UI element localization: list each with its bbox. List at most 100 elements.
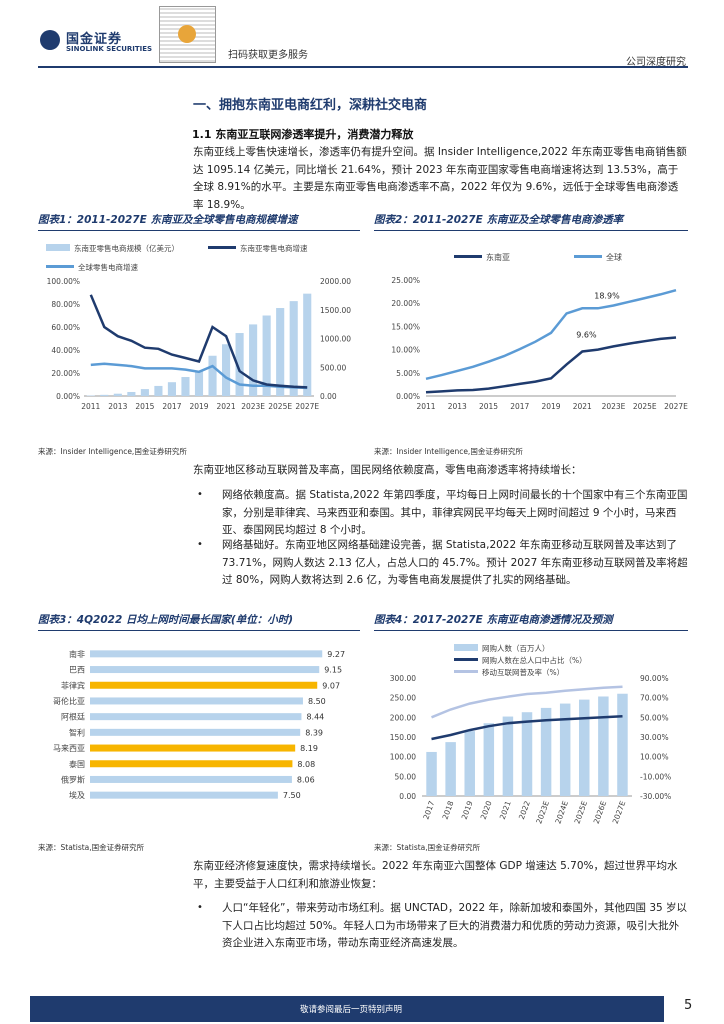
x-tick-label: 2022 — [517, 799, 532, 820]
x-tick-label: 2026E — [592, 799, 609, 825]
x-tick-label: 2027E — [611, 799, 628, 825]
x-tick-label: 2015 — [479, 402, 498, 411]
section-title: 一、拥抱东南亚电商红利，深耕社交电商 — [193, 98, 428, 113]
bar — [222, 344, 231, 396]
logo-mark-icon — [40, 30, 60, 50]
bar — [235, 333, 244, 396]
bar — [90, 760, 293, 768]
bar — [100, 394, 109, 396]
paragraph: 东南亚线上零售快速增长，渗透率仍有提升空间。据 Insider Intellig… — [193, 146, 687, 211]
y-tick-label: 80.00% — [51, 300, 80, 309]
data-label: 9.27 — [327, 650, 345, 659]
chart-fig4: 网购人数（百万人） 网购人数在总人口中占比（%） 移动互联网普及率（%） 0.0… — [390, 643, 672, 825]
paragraph: 东南亚经济修复速度快，需求持续增长。2022 年东南亚六国整体 GDP 增速达 … — [193, 860, 678, 890]
chart-fig1: 东南亚零售电商规模（亿美元） 东南亚零售电商增速 全球零售电商增速 0.00%2… — [46, 243, 351, 411]
bar — [540, 707, 552, 796]
chart-fig2: 东南亚 全球 0.00% 5.00% 10.00% 15.00% 20.00% 25.00… — [391, 252, 688, 411]
y-tick-label: 40.00% — [51, 346, 80, 355]
qr-code-icon[interactable] — [159, 6, 216, 63]
y-tick-label: 10.00% — [640, 753, 669, 762]
x-tick-label: 2024E — [553, 799, 570, 825]
x-tick-label: 2020 — [479, 799, 494, 820]
legend-label: 移动互联网普及率（%） — [482, 667, 564, 677]
x-tick-label: 2017 — [421, 799, 436, 820]
data-label: 9.07 — [322, 681, 340, 690]
bar — [289, 301, 298, 396]
category-label: 巴西 — [69, 666, 85, 675]
page-number: 5 — [684, 998, 693, 1013]
category-label: 马来西亚 — [53, 744, 85, 753]
chart-fig3: 南非 9.27 巴西 9.15 菲律宾 9.07 哥伦比亚 8.50 阿根廷 8.44 智利 8.39… — [53, 649, 345, 800]
bar — [559, 703, 571, 796]
bullet-text: 人口“年轻化”，带来劳动市场红利。据 UNCTAD，2022 年，除新加坡和泰国… — [222, 902, 688, 949]
x-tick-label: 2015 — [135, 402, 154, 411]
bar — [483, 723, 495, 796]
bullet-text: 网络依赖度高。据 Statista,2022 年第四季度，平均每日上网时间最长的… — [222, 489, 688, 536]
category-label: 阿根廷 — [61, 712, 85, 722]
y-tick-label: 25.00% — [391, 276, 420, 285]
y-tick-label: 0.00 — [399, 792, 416, 801]
x-tick-label: 2027E — [295, 402, 319, 411]
y-tick-label: 100.00% — [47, 277, 80, 286]
y-tick-label: 0.00% — [56, 392, 80, 401]
y-tick-label: 250.00 — [390, 694, 416, 703]
bar — [426, 751, 437, 796]
figure-title-2: 图表2：2011-2027E 东南亚及全球零售电商渗透率 — [374, 212, 688, 231]
bar — [598, 696, 609, 796]
bullet-icon: • — [197, 539, 203, 550]
bar — [90, 713, 302, 721]
legend-label: 东南亚零售电商规模（亿美元） — [74, 243, 179, 253]
data-label: 8.08 — [297, 760, 315, 769]
y-tick-label: 90.00% — [640, 674, 669, 683]
x-tick-label: 2025E — [268, 402, 292, 411]
category-label: 埃及 — [69, 790, 85, 800]
bullet-text: 网络基础好。东南亚地区网络基础建设完善，据 Statista,2022 年东南亚… — [222, 539, 688, 586]
x-tick-label: 2017 — [162, 402, 181, 411]
series-line-global — [425, 288, 677, 381]
series-line-mobile — [431, 685, 623, 719]
bar — [90, 791, 278, 799]
y-tick-label: -10.00% — [640, 772, 671, 781]
y-tick-label: 10.00% — [391, 346, 420, 355]
category-label: 泰国 — [69, 759, 85, 769]
footer-bar — [30, 996, 664, 1022]
bar — [579, 699, 590, 796]
data-label: 9.15 — [324, 666, 342, 675]
category-label: 智利 — [69, 727, 85, 737]
x-tick-label: 2023E — [241, 402, 265, 411]
data-label: 8.39 — [305, 728, 323, 737]
x-tick-label: 2025E — [573, 799, 590, 825]
logo-name: 国金证券 — [66, 32, 123, 47]
y-tick-label: 1000.00 — [320, 335, 351, 344]
x-tick-label: 2023E — [534, 799, 551, 825]
y-tick-label: 20.00% — [391, 299, 420, 308]
bar — [617, 693, 628, 796]
y-tick-label: 30.00% — [640, 733, 669, 742]
y-tick-label: 500.00 — [320, 363, 346, 372]
data-label: 8.06 — [297, 775, 315, 784]
x-tick-label: 2013 — [448, 402, 467, 411]
x-tick-label: 2018 — [441, 799, 456, 820]
bar — [127, 391, 136, 396]
y-tick-label: 5.00% — [396, 369, 420, 378]
scan-prompt: 扫码获取更多服务 — [228, 50, 308, 61]
figure-source: 来源：Statista,国金证券研究所 — [374, 843, 481, 852]
y-tick-label: 50.00% — [640, 713, 669, 722]
bar — [194, 370, 204, 396]
x-tick-label: 2021 — [573, 402, 592, 411]
x-tick-label: 2017 — [510, 402, 529, 411]
y-tick-label: 0.00% — [396, 392, 420, 401]
footer-disclaimer: 敬请参阅最后一页特别声明 — [300, 1005, 403, 1015]
y-tick-label: 0.00 — [320, 392, 337, 401]
legend-label: 全球零售电商增速 — [78, 262, 138, 272]
series-line-sea — [425, 336, 677, 394]
bar — [154, 385, 163, 396]
figure-title-4: 图表4：2017-2027E 东南亚电商渗透情况及预测 — [374, 612, 688, 631]
x-tick-label: 2021 — [217, 402, 236, 411]
bar — [181, 377, 190, 396]
x-tick-label: 2027E — [664, 402, 688, 411]
legend-label: 网购人数在总人口中占比（%） — [482, 655, 587, 665]
bar — [208, 355, 217, 396]
figure-title-3: 图表3：4Q2022 日均上网时间最长国家(单位：小时) — [38, 612, 360, 631]
category-label: 俄罗斯 — [61, 774, 85, 784]
